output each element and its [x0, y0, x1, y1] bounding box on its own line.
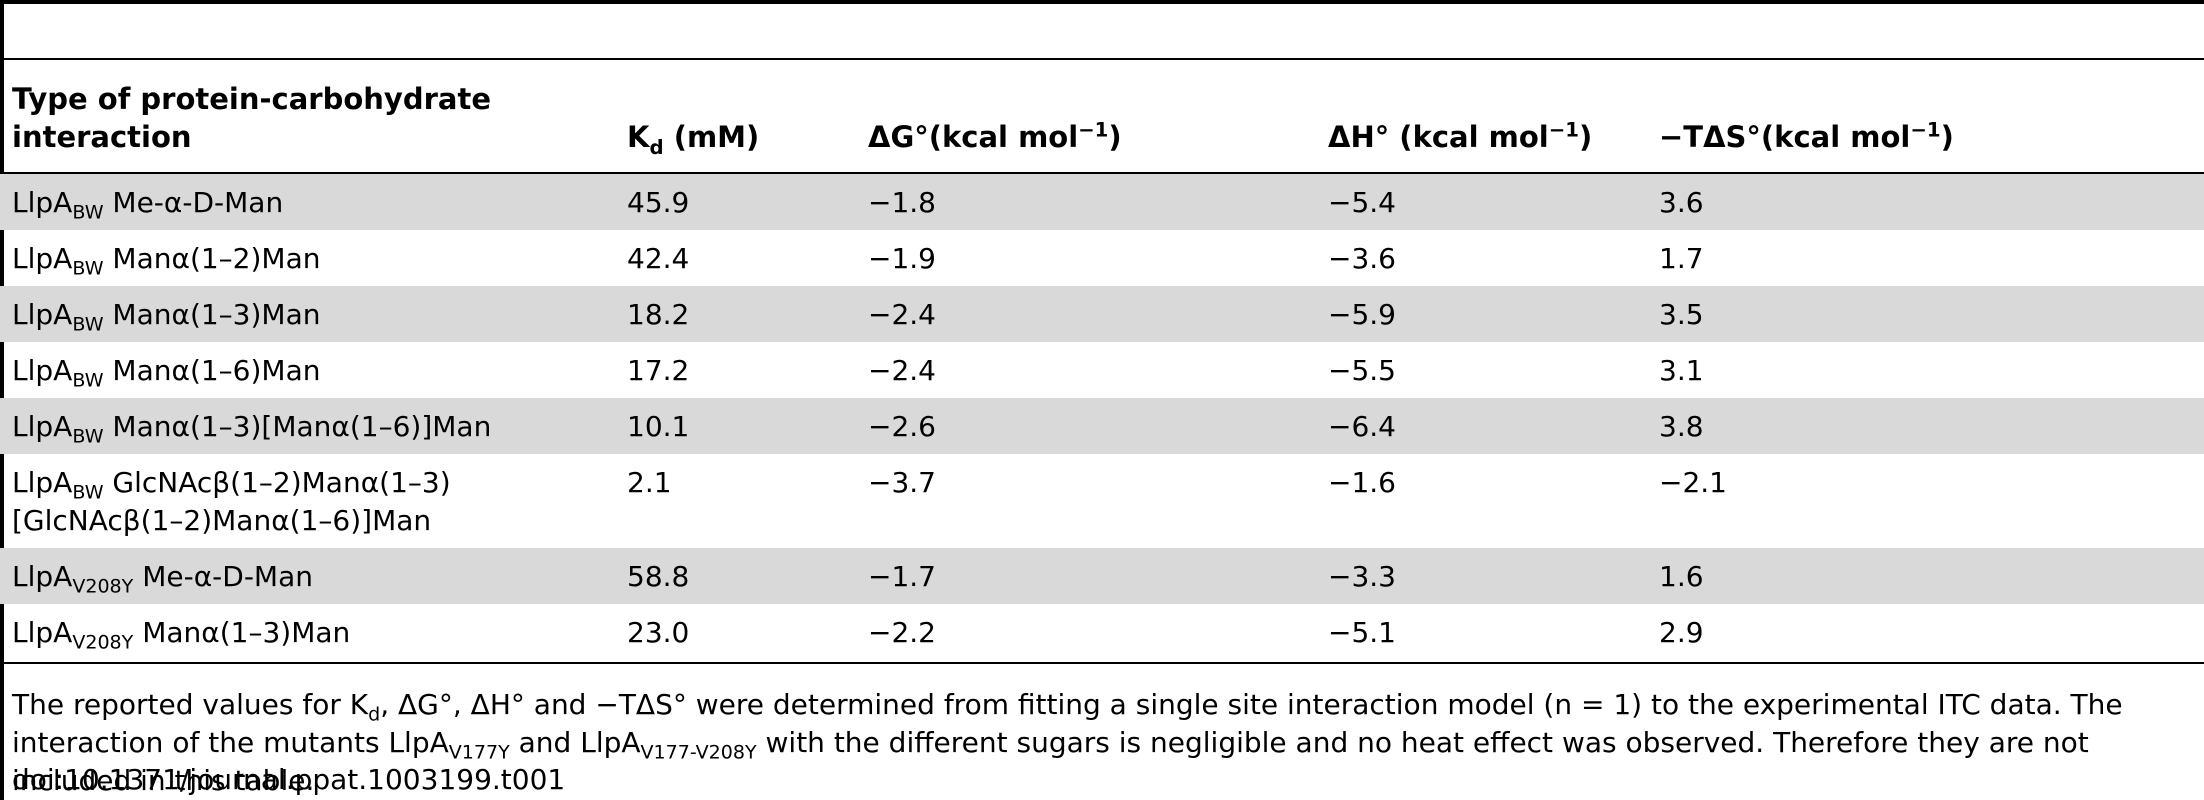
header-kd-unit: (mM) [663, 120, 760, 154]
delta-h-cell: −5.9 [1328, 298, 1396, 331]
kd-cell: 10.1 [627, 410, 690, 443]
header-tds: −TΔS°(kcal mol−1) [1659, 118, 1954, 156]
delta-g-cell: −1.7 [868, 560, 936, 593]
kd-cell: 2.1 [627, 466, 672, 499]
header-delta-g-end: ) [1108, 120, 1122, 154]
interaction-cell: LlpABW Manα(1–6)Man [12, 354, 321, 392]
table-header: Type of protein-carbohydrate interaction… [0, 60, 2204, 172]
delta-h-cell: −5.1 [1328, 616, 1396, 649]
interaction-cell: LlpAV208Y Me-α-D-Man [12, 560, 313, 598]
doi-link[interactable]: doi:10.1371/journal.ppat.1003199.t001 [12, 763, 566, 796]
delta-g-cell: −2.4 [868, 354, 936, 387]
interaction-cell: LlpAV208Y Manα(1–3)Man [12, 616, 351, 654]
table-row: LlpABW Manα(1–3)Man 18.2 −2.4 −5.9 3.5 [0, 286, 2204, 342]
header-kd-subscript: d [649, 135, 664, 159]
table-row: LlpABW Manα(1–6)Man 17.2 −2.4 −5.5 3.1 [0, 342, 2204, 398]
tds-cell: 1.7 [1659, 242, 1704, 275]
tds-cell: 3.6 [1659, 186, 1704, 219]
delta-h-cell: −5.4 [1328, 186, 1396, 219]
header-kd: Kd (mM) [627, 118, 760, 159]
header-delta-h-sup: −1 [1548, 118, 1579, 142]
header-tds-text: −TΔS°(kcal mol [1659, 120, 1911, 154]
table-top-rule [0, 0, 2204, 4]
delta-g-cell: −2.4 [868, 298, 936, 331]
tds-cell: 3.8 [1659, 410, 1704, 443]
table-row: LlpAV208Y Me-α-D-Man 58.8 −1.7 −3.3 1.6 [0, 548, 2204, 604]
kd-cell: 17.2 [627, 354, 690, 387]
header-tds-end: ) [1940, 120, 1954, 154]
header-bottom-rule [0, 172, 2204, 174]
delta-g-cell: −3.7 [868, 466, 936, 499]
header-delta-g-text: ΔG°(kcal mol [868, 120, 1079, 154]
interaction-cell: LlpABW GlcNAcβ(1–2)Manα(1–3)[GlcNAcβ(1–2… [12, 466, 451, 537]
tds-cell: 3.1 [1659, 354, 1704, 387]
table-row: LlpABW Me-α-D-Man 45.9 −1.8 −5.4 3.6 [0, 174, 2204, 230]
interaction-cell: LlpABW Manα(1–3)[Manα(1–6)]Man [12, 410, 492, 448]
table-row: LlpABW Manα(1–3)[Manα(1–6)]Man 10.1 −2.6… [0, 398, 2204, 454]
header-delta-h: ΔH° (kcal mol−1) [1328, 118, 1592, 156]
header-delta-g-sup: −1 [1078, 118, 1109, 142]
delta-g-cell: −2.6 [868, 410, 936, 443]
tds-cell: 3.5 [1659, 298, 1704, 331]
tds-cell: −2.1 [1659, 466, 1727, 499]
header-delta-h-text: ΔH° (kcal mol [1328, 120, 1549, 154]
delta-h-cell: −6.4 [1328, 410, 1396, 443]
header-top-rule [0, 58, 2204, 60]
table-row: LlpABW GlcNAcβ(1–2)Manα(1–3)[GlcNAcβ(1–2… [0, 454, 2204, 548]
delta-h-cell: −1.6 [1328, 466, 1396, 499]
table-row: LlpABW Manα(1–2)Man 42.4 −1.9 −3.6 1.7 [0, 230, 2204, 286]
tds-cell: 2.9 [1659, 616, 1704, 649]
kd-cell: 18.2 [627, 298, 690, 331]
interaction-cell: LlpABW Me-α-D-Man [12, 186, 284, 224]
kd-cell: 58.8 [627, 560, 690, 593]
header-delta-g: ΔG°(kcal mol−1) [868, 118, 1122, 156]
header-tds-sup: −1 [1910, 118, 1941, 142]
table-bottom-rule [0, 662, 2204, 664]
delta-g-cell: −2.2 [868, 616, 936, 649]
interaction-cell: LlpABW Manα(1–3)Man [12, 298, 321, 336]
tds-cell: 1.6 [1659, 560, 1704, 593]
header-delta-h-end: ) [1578, 120, 1593, 154]
delta-h-cell: −3.3 [1328, 560, 1396, 593]
delta-g-cell: −1.8 [868, 186, 936, 219]
kd-cell: 23.0 [627, 616, 690, 649]
delta-h-cell: −3.6 [1328, 242, 1396, 275]
table-footnote: The reported values for Kd, ΔG°, ΔH° and… [12, 688, 2123, 797]
delta-g-cell: −1.9 [868, 242, 936, 275]
kd-cell: 42.4 [627, 242, 690, 275]
interaction-cell: LlpABW Manα(1–2)Man [12, 242, 321, 280]
delta-h-cell: −5.5 [1328, 354, 1396, 387]
kd-cell: 45.9 [627, 186, 690, 219]
table-row: LlpAV208Y Manα(1–3)Man 23.0 −2.2 −5.1 2.… [0, 604, 2204, 660]
header-interaction-type: Type of protein-carbohydrate interaction [12, 82, 491, 154]
header-kd-symbol: K [627, 120, 650, 154]
